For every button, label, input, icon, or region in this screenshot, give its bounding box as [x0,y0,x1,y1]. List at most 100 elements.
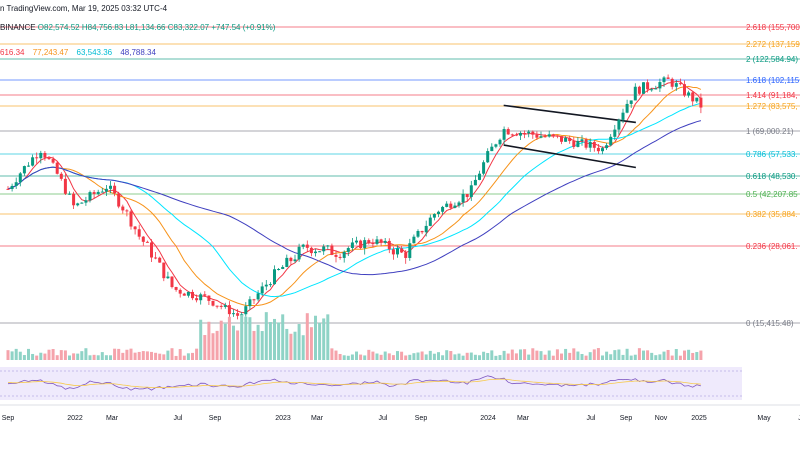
candle-body [162,262,166,279]
candle-body [408,243,412,258]
candle-body [502,129,506,140]
volume-bar [150,351,153,360]
source-label: n TradingView.com, [0,4,70,13]
volume-bar [330,348,334,360]
volume-bar [10,351,14,360]
candle-body [55,162,59,174]
candle-body [273,269,276,285]
candle-body [268,284,272,286]
candle-body [379,239,383,243]
fib-label: 1 (69,000.21) [746,127,794,136]
candle-body [449,203,453,208]
candle-body [666,77,670,79]
candle-body [309,247,313,254]
volume-bar [100,352,104,360]
candle-body [535,134,539,138]
candle-body [129,211,133,227]
candle-body [654,88,658,90]
candle-body [510,134,514,136]
volume-bar [195,348,199,360]
volume-bar [383,351,387,360]
volume-bar [342,355,346,360]
candle-body [154,257,158,259]
candle-body [621,112,625,120]
volume-bar [396,351,399,360]
candle-body [59,173,63,179]
channel-lines [503,104,636,169]
high-value: H84,756.83 [81,23,124,32]
candle-body [285,257,289,267]
candle-body [555,135,559,137]
candle-body [441,206,445,212]
volume-bar [473,354,477,360]
candle-body [428,217,432,226]
volume-bar [642,350,645,360]
candle-body [219,305,223,307]
candle-body [404,252,408,258]
volume-bar [309,327,313,360]
volume-bar [670,355,674,360]
volume-bar [547,350,551,360]
candle-body [199,294,203,301]
volume-bar [31,353,35,360]
volume-bar [96,355,100,360]
volume-bar [437,352,440,360]
x-tick-label: Sep [620,415,633,422]
volume-bar [367,349,371,360]
volume-bar [691,352,695,360]
candle-body [141,236,145,242]
candle-body [76,203,80,206]
candle-body [551,134,555,136]
volume-bar [203,335,207,360]
volume-bar [572,348,576,360]
ma-value-3: 63,543.36 [76,48,113,57]
volume-bar [465,352,469,360]
candle-body [678,83,682,85]
candle-body [43,152,47,158]
candle-body [547,134,551,137]
candle-body [158,257,162,263]
volume-bar [506,353,510,360]
volume-bar [141,351,145,360]
volume-bar [318,322,322,360]
volume-bar [84,348,88,360]
volume-bar [428,350,432,360]
x-tick-label: Sep [415,415,428,422]
volume-bar [191,352,194,360]
x-tick-label: Sep [2,415,15,422]
volume-bar [22,355,26,360]
volume-bar [404,355,408,360]
volume-bar [268,322,272,360]
candle-body [100,191,104,193]
candle-body [367,240,371,244]
candle-body [51,159,55,163]
volume-bar [560,353,563,360]
candle-body [326,245,330,247]
ma-medium-line [7,85,702,306]
candle-body [186,291,190,296]
x-axis: Sep 2022 Mar Jul Sep 2023 Mar Jul Sep 2024 Mar Jul S… [0,404,800,422]
volume-bar [502,350,506,360]
candle-body [277,269,281,271]
candle-body [613,129,617,137]
volume-bar [252,330,256,360]
candle-body [22,166,26,174]
volume-bar [63,350,67,360]
candle-body [104,188,108,192]
candle-body [244,306,248,315]
candle-body [215,305,219,307]
volume-bar [514,353,518,360]
volume-bar [186,353,190,360]
candle-body [490,146,494,152]
candle-body [6,188,10,190]
volume-bar [43,353,47,360]
volume-bar [527,354,531,360]
volume-bar [621,354,625,360]
candle-body [543,136,547,138]
candle-body [588,141,592,148]
candle-body [396,248,399,255]
fib-label: 1.272 (83,575, [746,102,798,111]
candle-body [633,86,637,101]
volume-bar [244,316,248,360]
